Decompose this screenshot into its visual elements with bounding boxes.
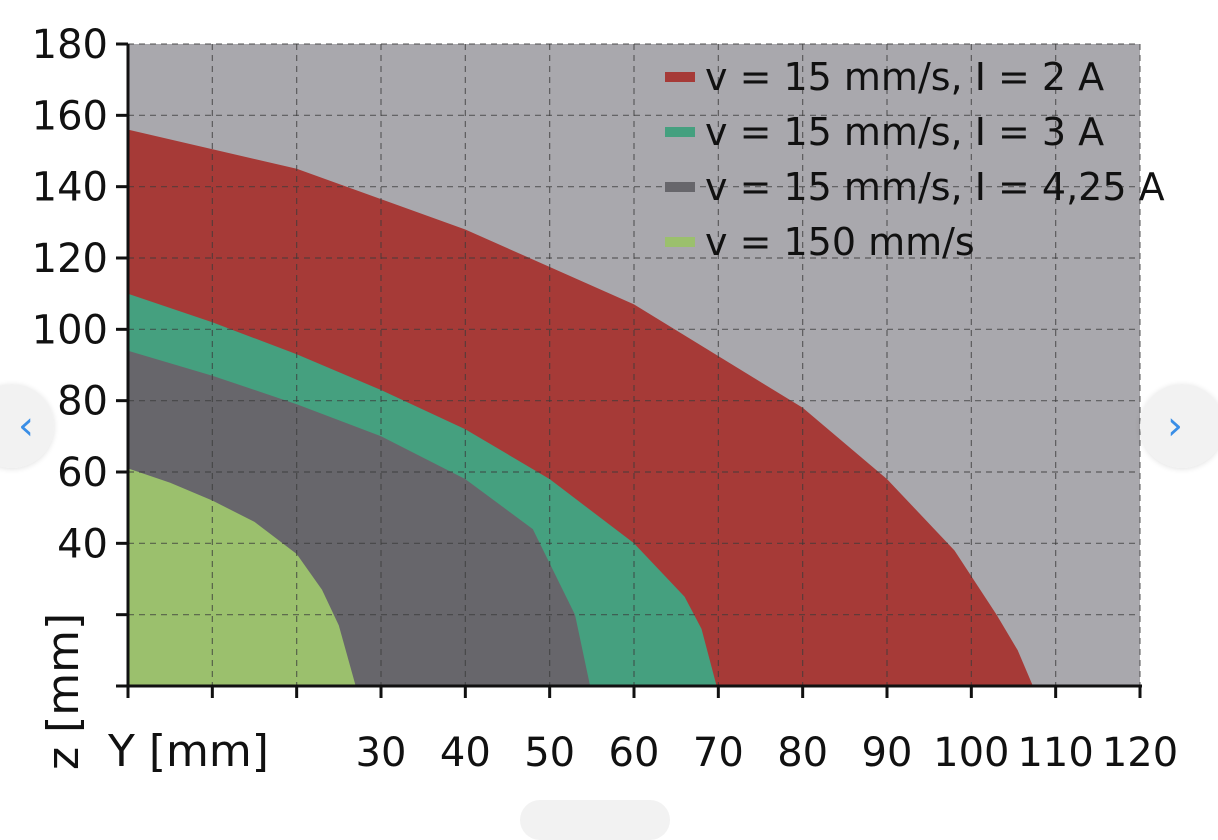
legend-swatch-3: [665, 182, 695, 192]
bottom-pager-indicator: [520, 800, 670, 840]
x-tick-label-80: 80: [777, 730, 828, 776]
legend-label-2: v = 15 mm/s, I = 3 A: [705, 110, 1104, 154]
tick-labels: 30 40 50 60 70 80 90 100 110 12040608010012014016…: [32, 22, 1179, 776]
y-tick-label-100: 100: [32, 307, 108, 353]
x-tick-label-50: 50: [524, 730, 575, 776]
y-axis-label: z [mm]: [38, 613, 89, 770]
legend-swatch-4: [665, 237, 695, 247]
y-tick-label-160: 160: [32, 93, 108, 139]
area-series-group: [128, 129, 1033, 687]
y-tick-label-120: 120: [32, 236, 108, 282]
legend-label-4: v = 150 mm/s: [705, 220, 975, 264]
legend: v = 15 mm/s, I = 2 A v = 15 mm/s, I = 3 A…: [665, 55, 1165, 264]
x-tick-label-60: 60: [609, 730, 660, 776]
y-tick-label-140: 140: [32, 165, 108, 211]
legend-swatch-2: [665, 127, 695, 137]
y-tick-label-80: 80: [57, 379, 108, 425]
next-arrow-button[interactable]: ›: [1140, 384, 1218, 468]
x-tick-label-70: 70: [693, 730, 744, 776]
legend-label-1: v = 15 mm/s, I = 2 A: [705, 55, 1104, 99]
x-tick-label-110: 110: [1017, 730, 1093, 776]
legend-swatch-1: [665, 72, 695, 82]
y-tick-label-180: 180: [32, 22, 108, 68]
x-tick-label-120: 120: [1102, 730, 1178, 776]
grid-lines: [128, 43, 1141, 686]
y-tick-label-40: 40: [57, 521, 108, 567]
area-series-4: [128, 468, 356, 686]
legend-label-3: v = 15 mm/s, I = 4,25 A: [705, 165, 1165, 209]
x-tick-label-100: 100: [933, 730, 1009, 776]
y-tick-label-60: 60: [57, 450, 108, 496]
axes: [116, 42, 1142, 698]
x-tick-label-40: 40: [440, 730, 491, 776]
x-tick-label-90: 90: [862, 730, 913, 776]
x-tick-label-30: 30: [356, 730, 407, 776]
x-axis-label: Y [mm]: [107, 726, 269, 777]
